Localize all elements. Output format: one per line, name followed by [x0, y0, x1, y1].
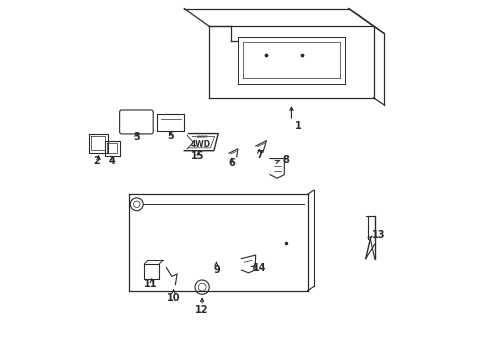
Text: 15: 15 — [191, 151, 205, 161]
Text: 4WD: 4WD — [191, 140, 211, 149]
Text: 13: 13 — [372, 230, 386, 240]
Text: 7: 7 — [256, 150, 263, 160]
Text: 5: 5 — [168, 131, 174, 141]
Text: 8: 8 — [282, 156, 289, 165]
Text: 12: 12 — [196, 305, 209, 315]
Text: 11: 11 — [144, 279, 157, 289]
Text: 10: 10 — [167, 293, 180, 303]
Text: 6: 6 — [228, 158, 235, 168]
Text: 3: 3 — [133, 132, 140, 142]
Text: 1: 1 — [295, 121, 302, 131]
Text: 2: 2 — [94, 156, 100, 166]
Text: 4: 4 — [109, 157, 116, 166]
Text: 9: 9 — [213, 265, 220, 275]
Text: LAND: LAND — [197, 135, 209, 139]
Text: 14: 14 — [253, 262, 267, 273]
